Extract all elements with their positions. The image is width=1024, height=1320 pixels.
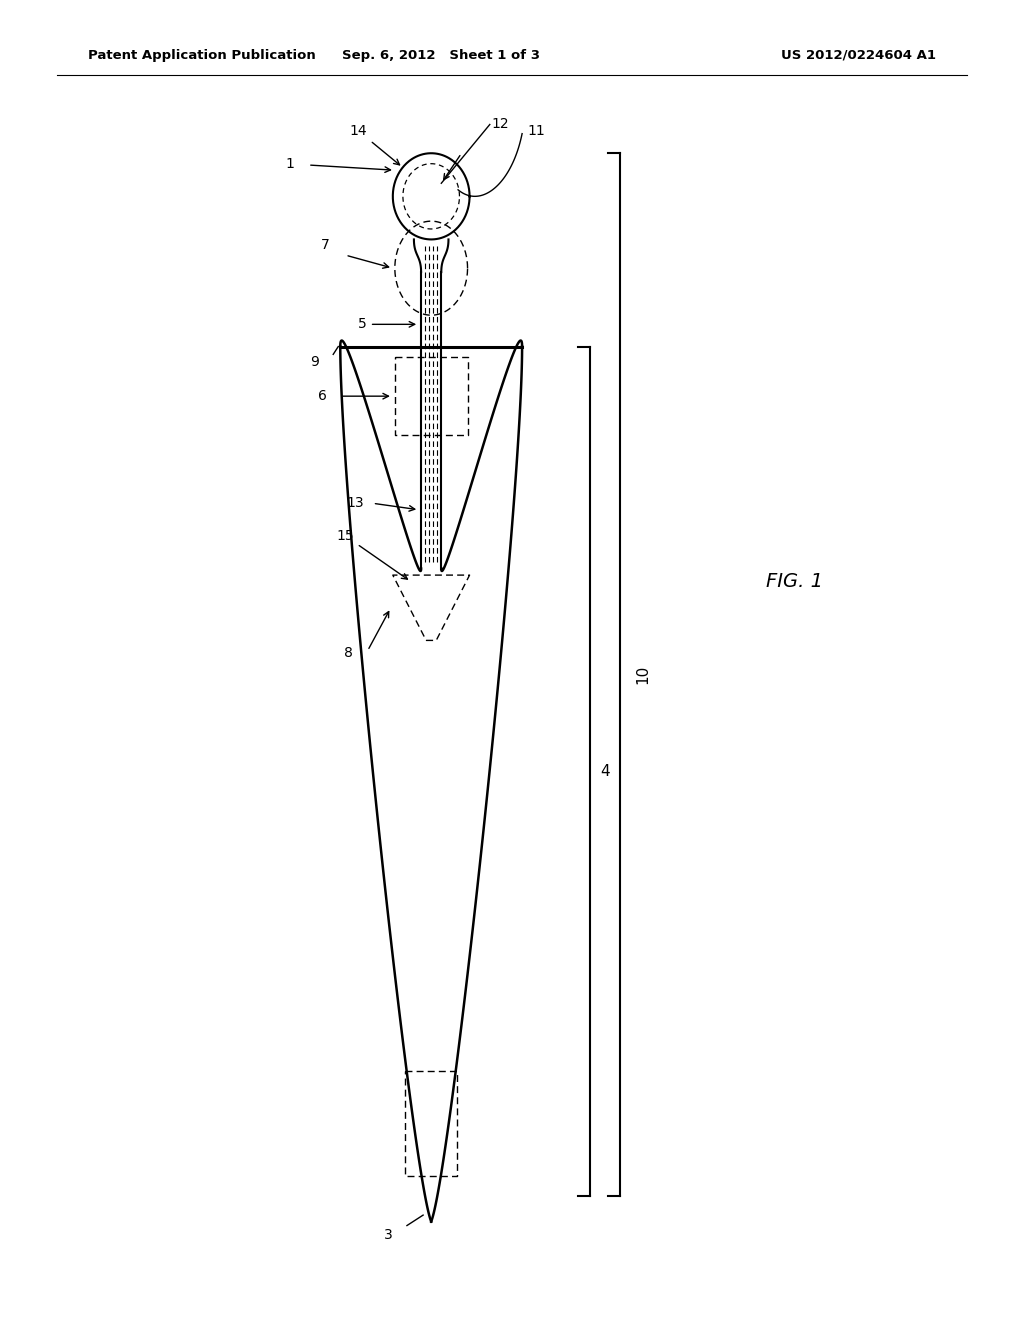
Text: 9: 9 (310, 355, 319, 370)
Text: 12: 12 (492, 117, 509, 132)
Text: 1: 1 (286, 157, 294, 170)
Text: FIG. 1: FIG. 1 (766, 572, 823, 591)
Text: Patent Application Publication: Patent Application Publication (88, 49, 315, 62)
Text: US 2012/0224604 A1: US 2012/0224604 A1 (781, 49, 936, 62)
Text: 15: 15 (337, 529, 408, 579)
Text: 4: 4 (600, 763, 609, 779)
Text: 3: 3 (384, 1228, 393, 1242)
Text: 14: 14 (349, 124, 399, 165)
Text: Sep. 6, 2012   Sheet 1 of 3: Sep. 6, 2012 Sheet 1 of 3 (342, 49, 541, 62)
Text: 6: 6 (317, 389, 327, 403)
Text: 11: 11 (527, 124, 545, 139)
Text: 5: 5 (358, 317, 415, 331)
Text: 7: 7 (321, 238, 330, 252)
Text: 8: 8 (344, 647, 353, 660)
Text: 13: 13 (346, 496, 365, 511)
Text: 10: 10 (635, 665, 650, 684)
